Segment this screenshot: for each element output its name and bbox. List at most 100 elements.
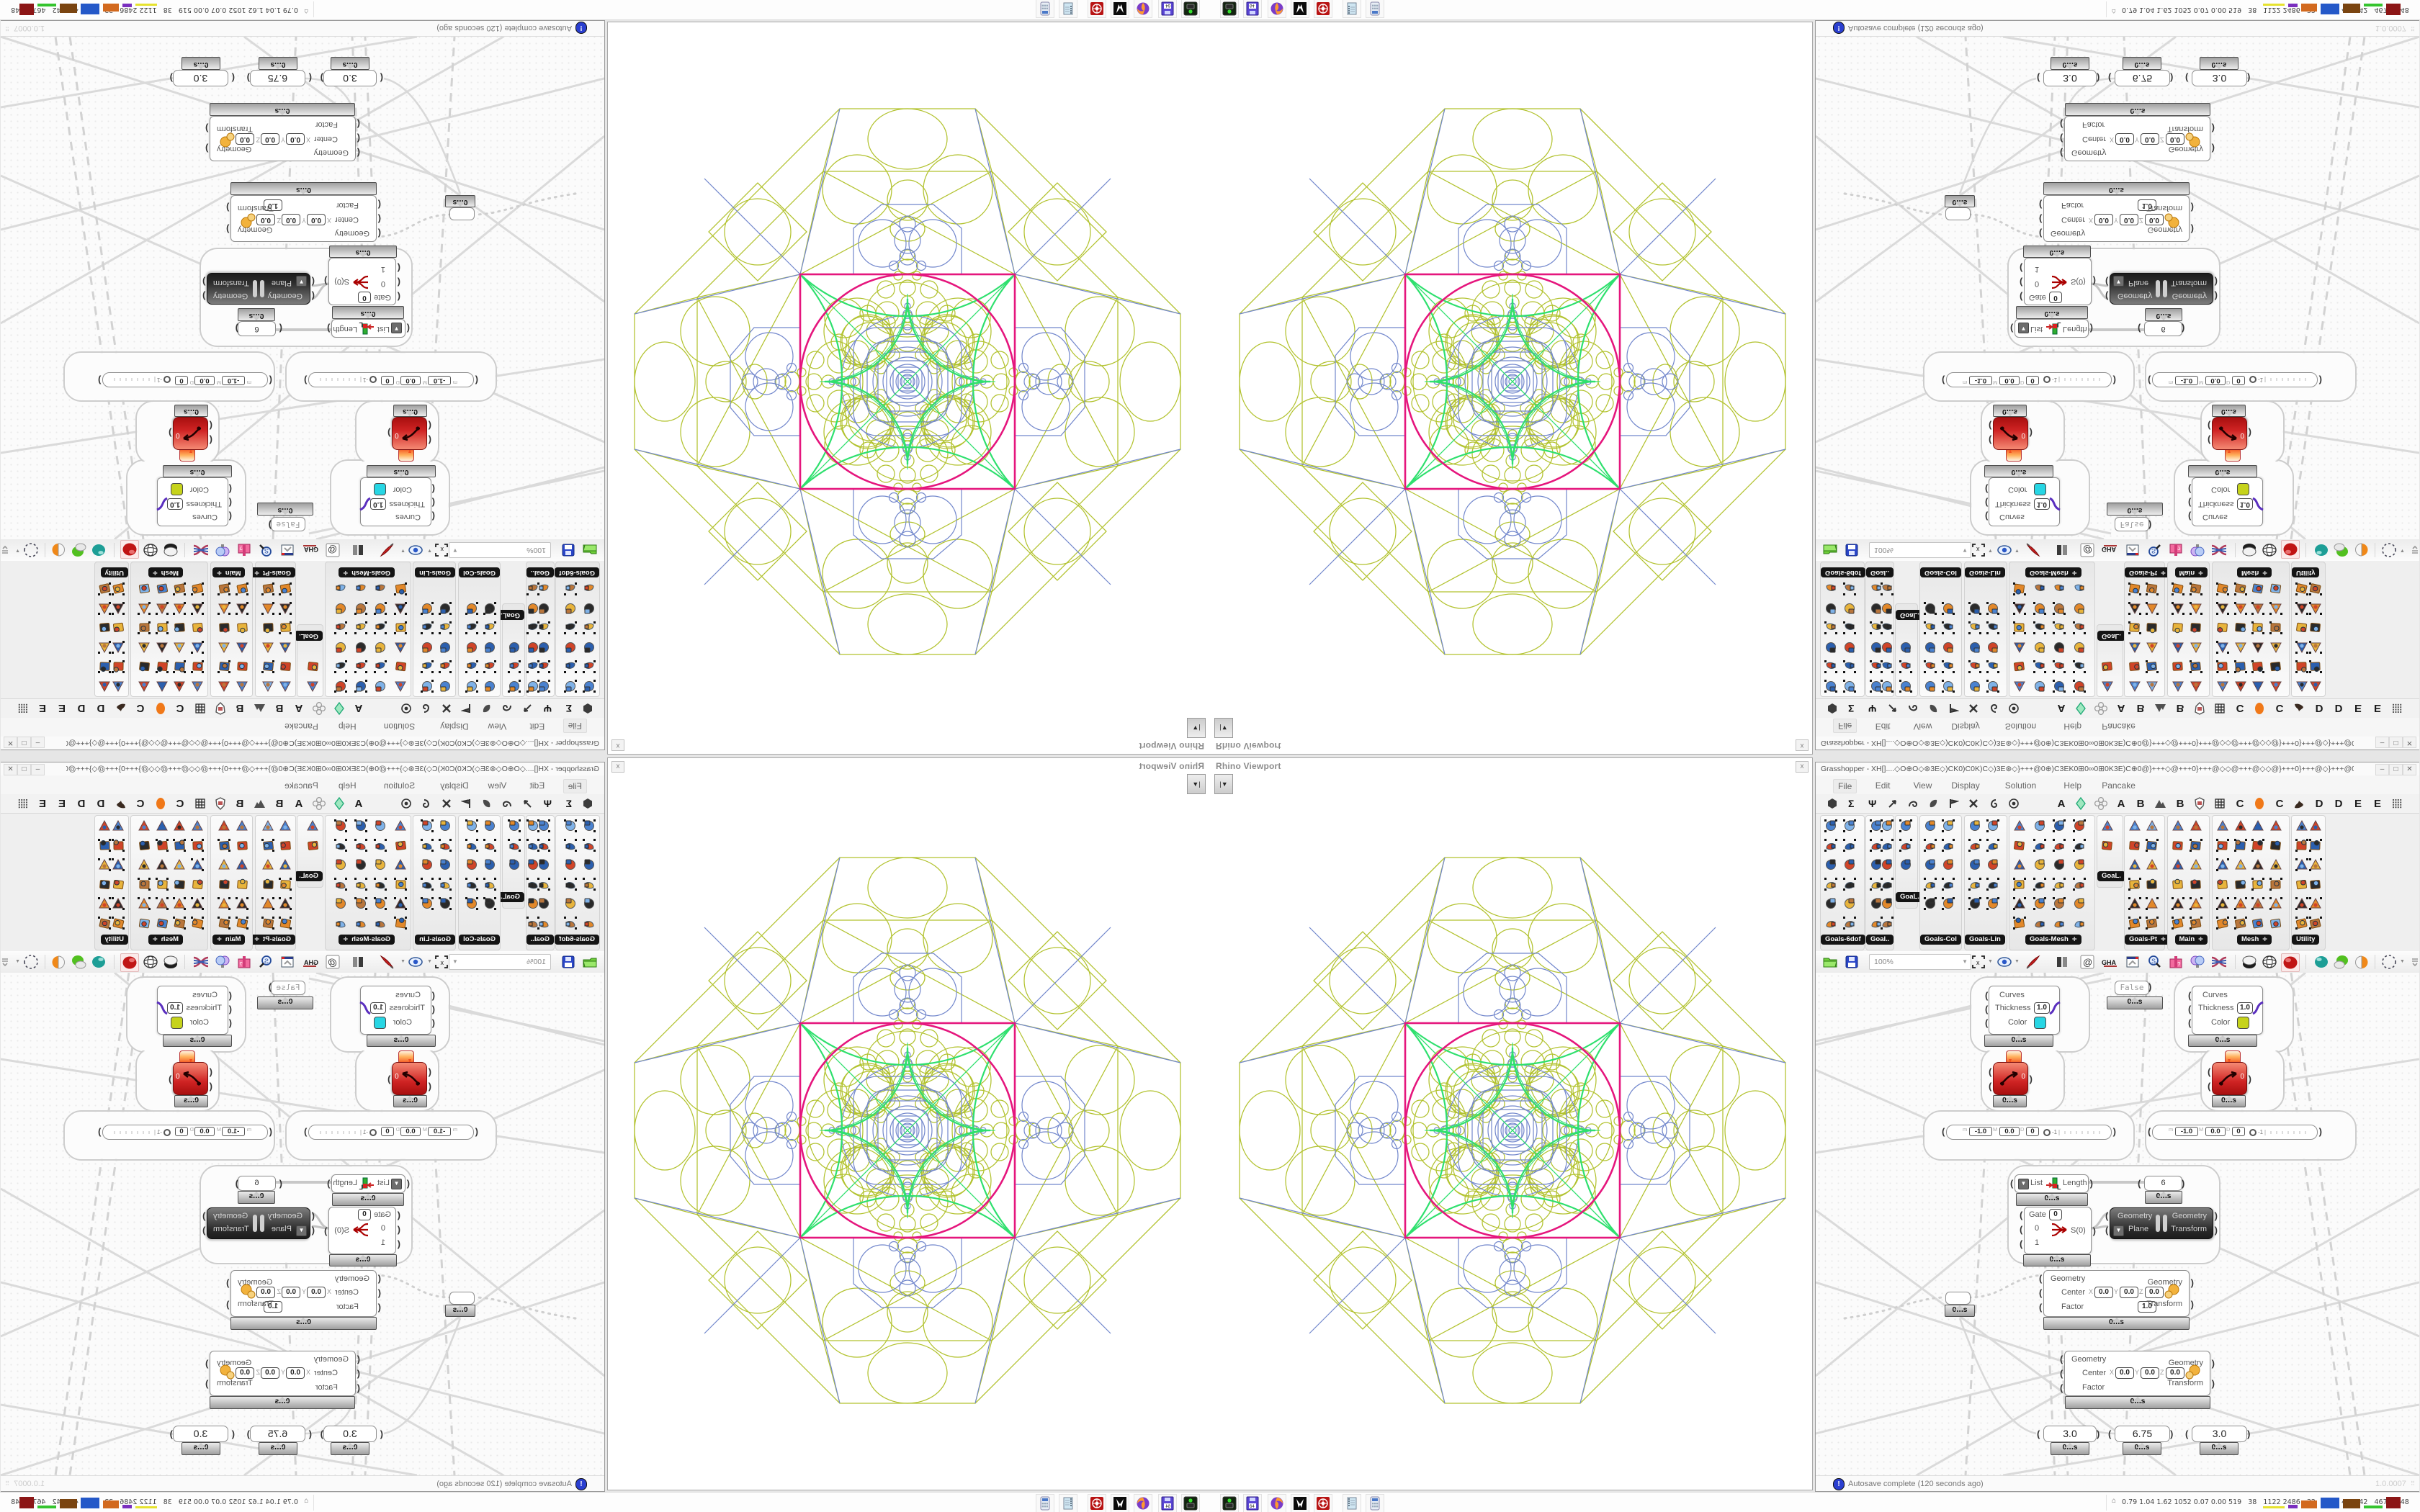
component-icon[interactable] <box>2215 580 2231 596</box>
zoom-extents-icon[interactable]: x <box>433 541 450 559</box>
component-icon[interactable] <box>96 580 112 596</box>
tab-a-13[interactable]: A <box>2117 797 2125 810</box>
component-icon[interactable] <box>260 916 276 932</box>
component-icon[interactable] <box>2308 678 2324 693</box>
component-icon[interactable] <box>1968 600 1984 616</box>
custom-preview-node[interactable]: Curves Thickness 1.0 Color ((( <box>156 986 232 1035</box>
component-icon[interactable] <box>2128 896 2143 912</box>
panel-label[interactable]: Goals-Mesh✚ <box>339 935 395 945</box>
component-icon[interactable] <box>1968 896 1984 912</box>
search-icon[interactable]: S <box>2146 953 2163 971</box>
usb-error-node[interactable]: 0 (() <box>387 417 431 450</box>
preview-eye-icon[interactable] <box>1996 541 2013 559</box>
taskbar-app-icon-2[interactable]: 64 <box>1243 1494 1262 1512</box>
gate-value[interactable]: 0 <box>2049 292 2062 303</box>
component-icon[interactable] <box>109 916 125 932</box>
component-icon[interactable] <box>2233 619 2249 635</box>
tab-b-14[interactable]: B <box>275 797 284 810</box>
max-value[interactable]: 0.0 <box>1999 376 2020 385</box>
center-x[interactable]: 0.0 <box>286 133 305 145</box>
component-icon[interactable] <box>277 600 292 616</box>
preview-shaded-icon[interactable] <box>120 540 139 559</box>
component-icon[interactable] <box>2145 819 2161 834</box>
thickness-value[interactable]: 1.0 <box>167 1002 183 1014</box>
component-icon[interactable] <box>506 838 521 854</box>
component-icon[interactable] <box>2072 678 2088 693</box>
component-icon[interactable] <box>171 580 187 596</box>
component-icon[interactable] <box>1968 658 1984 674</box>
component-icon[interactable] <box>2308 658 2324 674</box>
component-icon[interactable] <box>436 858 452 873</box>
component-icon[interactable] <box>2072 916 2088 932</box>
domain-slider[interactable]: m -1.0 M 0.0 D 0 -1 () <box>1942 1125 2116 1140</box>
component-icon[interactable] <box>333 639 349 654</box>
panel-label[interactable]: Goals-Col <box>459 935 500 945</box>
thickness-value[interactable]: 1.0 <box>167 498 183 510</box>
half-preview-icon[interactable] <box>2353 541 2370 559</box>
tab-c-19[interactable]: C <box>2236 797 2244 810</box>
gha-assembly-icon[interactable]: GHA <box>302 953 319 971</box>
component-icon[interactable] <box>136 580 152 596</box>
toolbar-overflow-icon[interactable] <box>2406 541 2420 559</box>
component-icon[interactable] <box>352 678 368 693</box>
component-icon[interactable] <box>535 600 551 616</box>
component-icon[interactable] <box>2052 858 2068 873</box>
component-icon[interactable] <box>524 858 540 873</box>
remote-at-icon[interactable]: @ <box>324 953 341 971</box>
tab-c-19[interactable]: C <box>176 702 184 715</box>
sketch-pen-icon[interactable] <box>2025 541 2042 559</box>
tab-d-23[interactable]: D <box>97 797 105 810</box>
component-icon[interactable] <box>304 678 320 693</box>
preview-shaded-icon[interactable] <box>120 953 139 972</box>
component-icon[interactable] <box>1869 916 1885 932</box>
toolbar-overflow-icon[interactable] <box>0 541 14 559</box>
component-icon[interactable] <box>136 819 152 834</box>
component-icon[interactable] <box>352 619 368 635</box>
component-icon[interactable] <box>352 819 368 834</box>
component-icon[interactable] <box>233 580 249 596</box>
component-icon[interactable] <box>233 819 249 834</box>
tab-icon-dotgrid[interactable] <box>15 796 31 811</box>
scale-node[interactable]: Geometry Center X 0.0 Y 0.0 Z 0.0 Factor… <box>2060 116 2215 161</box>
component-icon[interactable] <box>1842 858 1858 873</box>
component-icon[interactable] <box>562 580 578 596</box>
center-z[interactable]: 0.0 <box>2145 214 2164 225</box>
graft-icon[interactable]: ▼ <box>391 1179 402 1189</box>
component-icon[interactable] <box>372 600 388 616</box>
panel-label[interactable]: Goals-Pt✚ <box>250 567 295 577</box>
component-icon[interactable] <box>171 877 187 893</box>
component-icon[interactable] <box>2171 819 2187 834</box>
component-icon[interactable] <box>1986 819 2002 834</box>
component-icon[interactable] <box>333 819 349 834</box>
usb-error-node[interactable]: 0 (() <box>1989 1062 2033 1095</box>
component-icon[interactable] <box>96 858 112 873</box>
panel-label[interactable]: GoaL. <box>295 871 323 881</box>
component-icon[interactable] <box>2100 658 2116 674</box>
thickness-value[interactable]: 1.0 <box>2237 498 2253 510</box>
component-icon[interactable] <box>2189 580 2205 596</box>
maximize-icon[interactable]: □ <box>17 764 31 775</box>
menu-file[interactable]: File <box>1833 719 1857 733</box>
thickness-value[interactable]: 1.0 <box>370 498 386 510</box>
taskbar-app-icon-5[interactable] <box>1314 1494 1332 1512</box>
component-icon[interactable] <box>418 838 434 854</box>
component-icon[interactable] <box>189 580 205 596</box>
hints-bulb-icon[interactable] <box>214 953 231 971</box>
component-icon[interactable] <box>1880 819 1896 834</box>
zoom-extents-icon[interactable]: x <box>433 953 450 971</box>
component-icon[interactable] <box>2171 658 2187 674</box>
tab-d-23[interactable]: D <box>2315 702 2323 715</box>
tab-icon-bird[interactable] <box>113 796 129 811</box>
panel-label[interactable]: Utility <box>100 567 128 577</box>
menu-display[interactable]: Display <box>1951 780 1980 791</box>
component-icon[interactable] <box>2072 896 2088 912</box>
component-icon[interactable] <box>481 896 497 912</box>
component-icon[interactable] <box>562 819 578 834</box>
center-x[interactable]: 0.0 <box>2094 1287 2113 1298</box>
component-icon[interactable] <box>506 819 521 834</box>
component-icon[interactable] <box>2295 916 2311 932</box>
component-icon[interactable] <box>1923 678 1939 693</box>
panel-label[interactable]: Goals-Col <box>459 567 500 577</box>
component-icon[interactable] <box>464 619 480 635</box>
zoom-select[interactable]: 100% ▼ <box>449 954 551 970</box>
